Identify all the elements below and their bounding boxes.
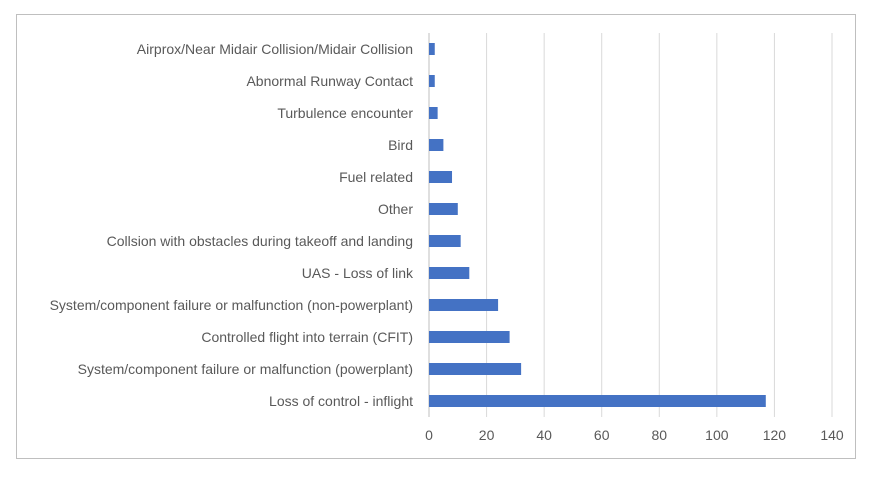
- bar: [429, 235, 461, 247]
- category-label: Controlled flight into terrain (CFIT): [201, 329, 413, 345]
- bar: [429, 107, 438, 119]
- bar: [429, 331, 510, 343]
- x-tick-label: 100: [705, 427, 729, 443]
- category-label: Abnormal Runway Contact: [246, 73, 413, 89]
- category-label: Other: [378, 201, 413, 217]
- category-label: Collsion with obstacles during takeoff a…: [107, 233, 413, 249]
- x-tick-label: 80: [651, 427, 667, 443]
- x-tick-labels: 0 20 40 60 80 100 120 140: [425, 427, 844, 443]
- category-label: Bird: [388, 137, 413, 153]
- bar: [429, 267, 470, 279]
- bar: [429, 75, 435, 87]
- chart-frame: Airprox/Near Midair Collision/Midair Col…: [16, 14, 856, 459]
- x-tick-label: 0: [425, 427, 433, 443]
- category-label: UAS - Loss of link: [302, 265, 414, 281]
- x-tick-label: 120: [763, 427, 787, 443]
- bar: [429, 139, 444, 151]
- category-label: System/component failure or malfunction …: [50, 297, 413, 313]
- bar-chart: Airprox/Near Midair Collision/Midair Col…: [50, 33, 844, 443]
- category-label: Airprox/Near Midair Collision/Midair Col…: [137, 41, 413, 57]
- bar: [429, 171, 453, 183]
- category-label: Fuel related: [339, 169, 413, 185]
- bar: [429, 363, 522, 375]
- x-tick-label: 40: [536, 427, 552, 443]
- x-tick-label: 140: [820, 427, 844, 443]
- bar: [429, 395, 766, 407]
- category-label: Turbulence encounter: [277, 105, 413, 121]
- gridlines: [428, 33, 833, 417]
- category-label: Loss of control - inflight: [269, 393, 413, 409]
- bar: [429, 43, 435, 55]
- bar: [429, 299, 499, 311]
- category-labels: Airprox/Near Midair Collision/Midair Col…: [50, 41, 414, 409]
- bars: [429, 43, 766, 407]
- category-label: System/component failure or malfunction …: [78, 361, 413, 377]
- x-tick-label: 20: [479, 427, 495, 443]
- bar: [429, 203, 458, 215]
- x-tick-label: 60: [594, 427, 610, 443]
